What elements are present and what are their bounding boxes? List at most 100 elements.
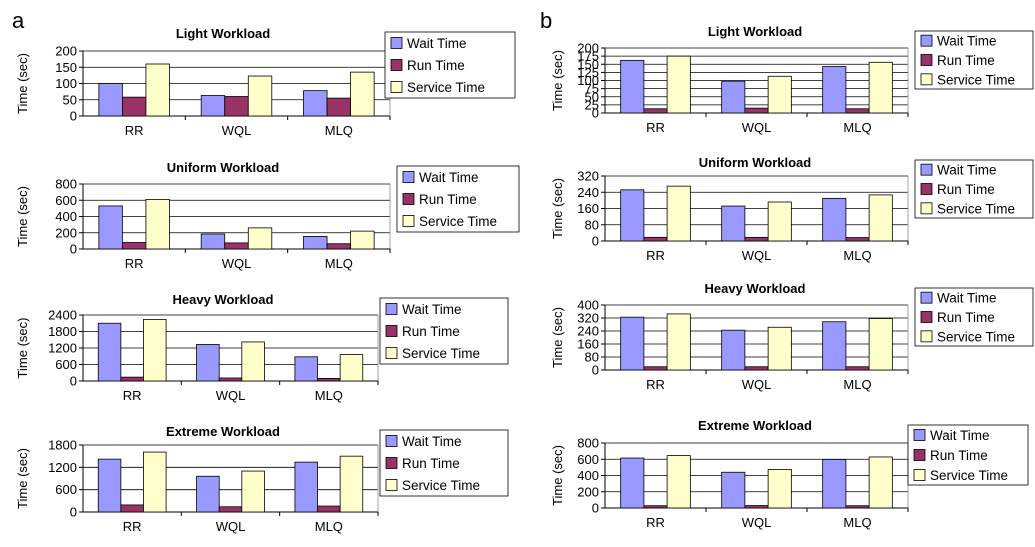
- chart-title: Uniform Workload: [699, 155, 811, 170]
- bar-service-time-mlq: [868, 61, 893, 114]
- y-tick-label: 0: [70, 374, 77, 389]
- legend-box: [914, 30, 1034, 90]
- legend-box: [914, 159, 1034, 219]
- bar-run-time-wql: [224, 242, 249, 250]
- legend-label: Run Time: [402, 456, 460, 471]
- x-tick-label: RR: [646, 515, 665, 530]
- chart-title: Heavy Workload: [173, 292, 274, 307]
- legend-swatch: [385, 347, 398, 359]
- panel-label-b: b: [540, 8, 552, 33]
- y-tick-label: 200: [577, 41, 599, 56]
- y-tick-label: 240: [577, 324, 599, 339]
- bar-run-time-wql: [744, 366, 769, 371]
- bar-wait-time-wql: [200, 233, 226, 250]
- legend: Wait Time Run Time Service Time: [914, 30, 1034, 90]
- y-axis-label: Time (sec): [550, 445, 565, 506]
- bar-service-time-mlq: [868, 194, 893, 242]
- legend-label: Wait Time: [402, 434, 462, 449]
- y-tick-label: 600: [577, 452, 599, 467]
- x-tick-label: WQL: [222, 256, 252, 271]
- x-tick-label: RR: [646, 377, 665, 392]
- legend: Wait Time Run Time Service Time: [914, 287, 1034, 347]
- legend-label: Wait Time: [407, 36, 467, 51]
- bar-wait-time-wql: [196, 475, 220, 513]
- bar-service-time-wql: [767, 326, 792, 371]
- legend-swatch: [402, 215, 415, 227]
- legend-swatch: [920, 183, 933, 195]
- bar-service-time-wql: [247, 75, 273, 117]
- bar-wait-time-wql: [721, 471, 746, 509]
- legend-swatch: [385, 435, 398, 447]
- legend-label: Service Time: [407, 80, 485, 95]
- y-tick-label: 800: [577, 436, 599, 451]
- legend: Wait Time Run Time Service Time: [396, 165, 520, 233]
- bar-run-time-rr: [120, 376, 144, 382]
- x-tick-label: RR: [123, 388, 142, 403]
- legend-swatch: [913, 429, 926, 441]
- bar-service-time-rr: [666, 185, 691, 242]
- x-tick-label: WQL: [742, 120, 772, 135]
- y-tick-label: 0: [592, 106, 599, 121]
- legend-swatch: [385, 303, 398, 315]
- legend-label: Run Time: [937, 310, 995, 325]
- y-tick-label: 100: [577, 73, 599, 88]
- bar-wait-time-rr: [620, 457, 645, 509]
- y-tick-label: 1200: [48, 460, 77, 475]
- legend-swatch: [920, 163, 933, 176]
- y-axis-label: Time (sec): [15, 186, 30, 247]
- bar-wait-time-rr: [97, 458, 122, 513]
- bar-wait-time-wql: [721, 205, 746, 242]
- legend-swatch: [402, 193, 415, 205]
- bar-wait-time-mlq: [294, 461, 318, 513]
- x-tick-label: MLQ: [843, 120, 871, 135]
- legend-label: Service Time: [930, 468, 1008, 483]
- legend-swatch: [920, 330, 933, 343]
- x-tick-label: RR: [646, 248, 665, 263]
- legend-label: Service Time: [937, 329, 1015, 344]
- bar-run-time-rr: [643, 366, 668, 371]
- x-tick-label: RR: [123, 519, 142, 534]
- y-tick-label: 80: [585, 217, 599, 232]
- bar-service-time-mlq: [868, 456, 893, 509]
- y-tick-label: 1200: [48, 341, 77, 356]
- legend-label: Run Time: [402, 324, 460, 339]
- legend-label: Run Time: [937, 182, 995, 197]
- y-tick-label: 240: [577, 185, 599, 200]
- bar-run-time-wql: [218, 377, 243, 382]
- legend-label: Wait Time: [937, 34, 997, 49]
- bar-service-time-mlq: [350, 230, 375, 250]
- bar-wait-time-mlq: [822, 197, 847, 242]
- bar-wait-time-mlq: [822, 459, 847, 509]
- x-tick-label: MLQ: [315, 519, 343, 534]
- y-tick-label: 0: [70, 242, 77, 257]
- bar-run-time-mlq: [326, 97, 352, 117]
- chart-title: Extreme Workload: [166, 424, 280, 439]
- legend-swatch: [385, 479, 398, 491]
- legend: Wait Time Run Time Service Time: [914, 159, 1034, 219]
- y-tick-label: 75: [585, 81, 599, 96]
- bar-service-time-wql: [241, 341, 265, 382]
- bar-wait-time-mlq: [294, 356, 318, 382]
- y-tick-label: 0: [70, 505, 77, 520]
- chart-title: Light Workload: [708, 24, 802, 39]
- y-tick-label: 125: [577, 65, 599, 80]
- y-tick-label: 400: [55, 209, 77, 224]
- legend-label: Wait Time: [937, 163, 997, 178]
- bar-service-time-mlq: [339, 455, 364, 513]
- legend: Wait Time Run Time Service Time: [379, 429, 509, 497]
- legend-swatch: [920, 291, 933, 304]
- x-tick-label: RR: [125, 123, 144, 138]
- bar-wait-time-rr: [98, 205, 123, 250]
- legend-swatch: [402, 171, 415, 183]
- legend-label: Service Time: [937, 201, 1015, 216]
- legend-swatch: [920, 34, 933, 47]
- legend-swatch: [920, 73, 933, 86]
- x-tick-label: WQL: [216, 388, 246, 403]
- legend-swatch: [390, 59, 403, 71]
- y-tick-label: 0: [592, 501, 599, 516]
